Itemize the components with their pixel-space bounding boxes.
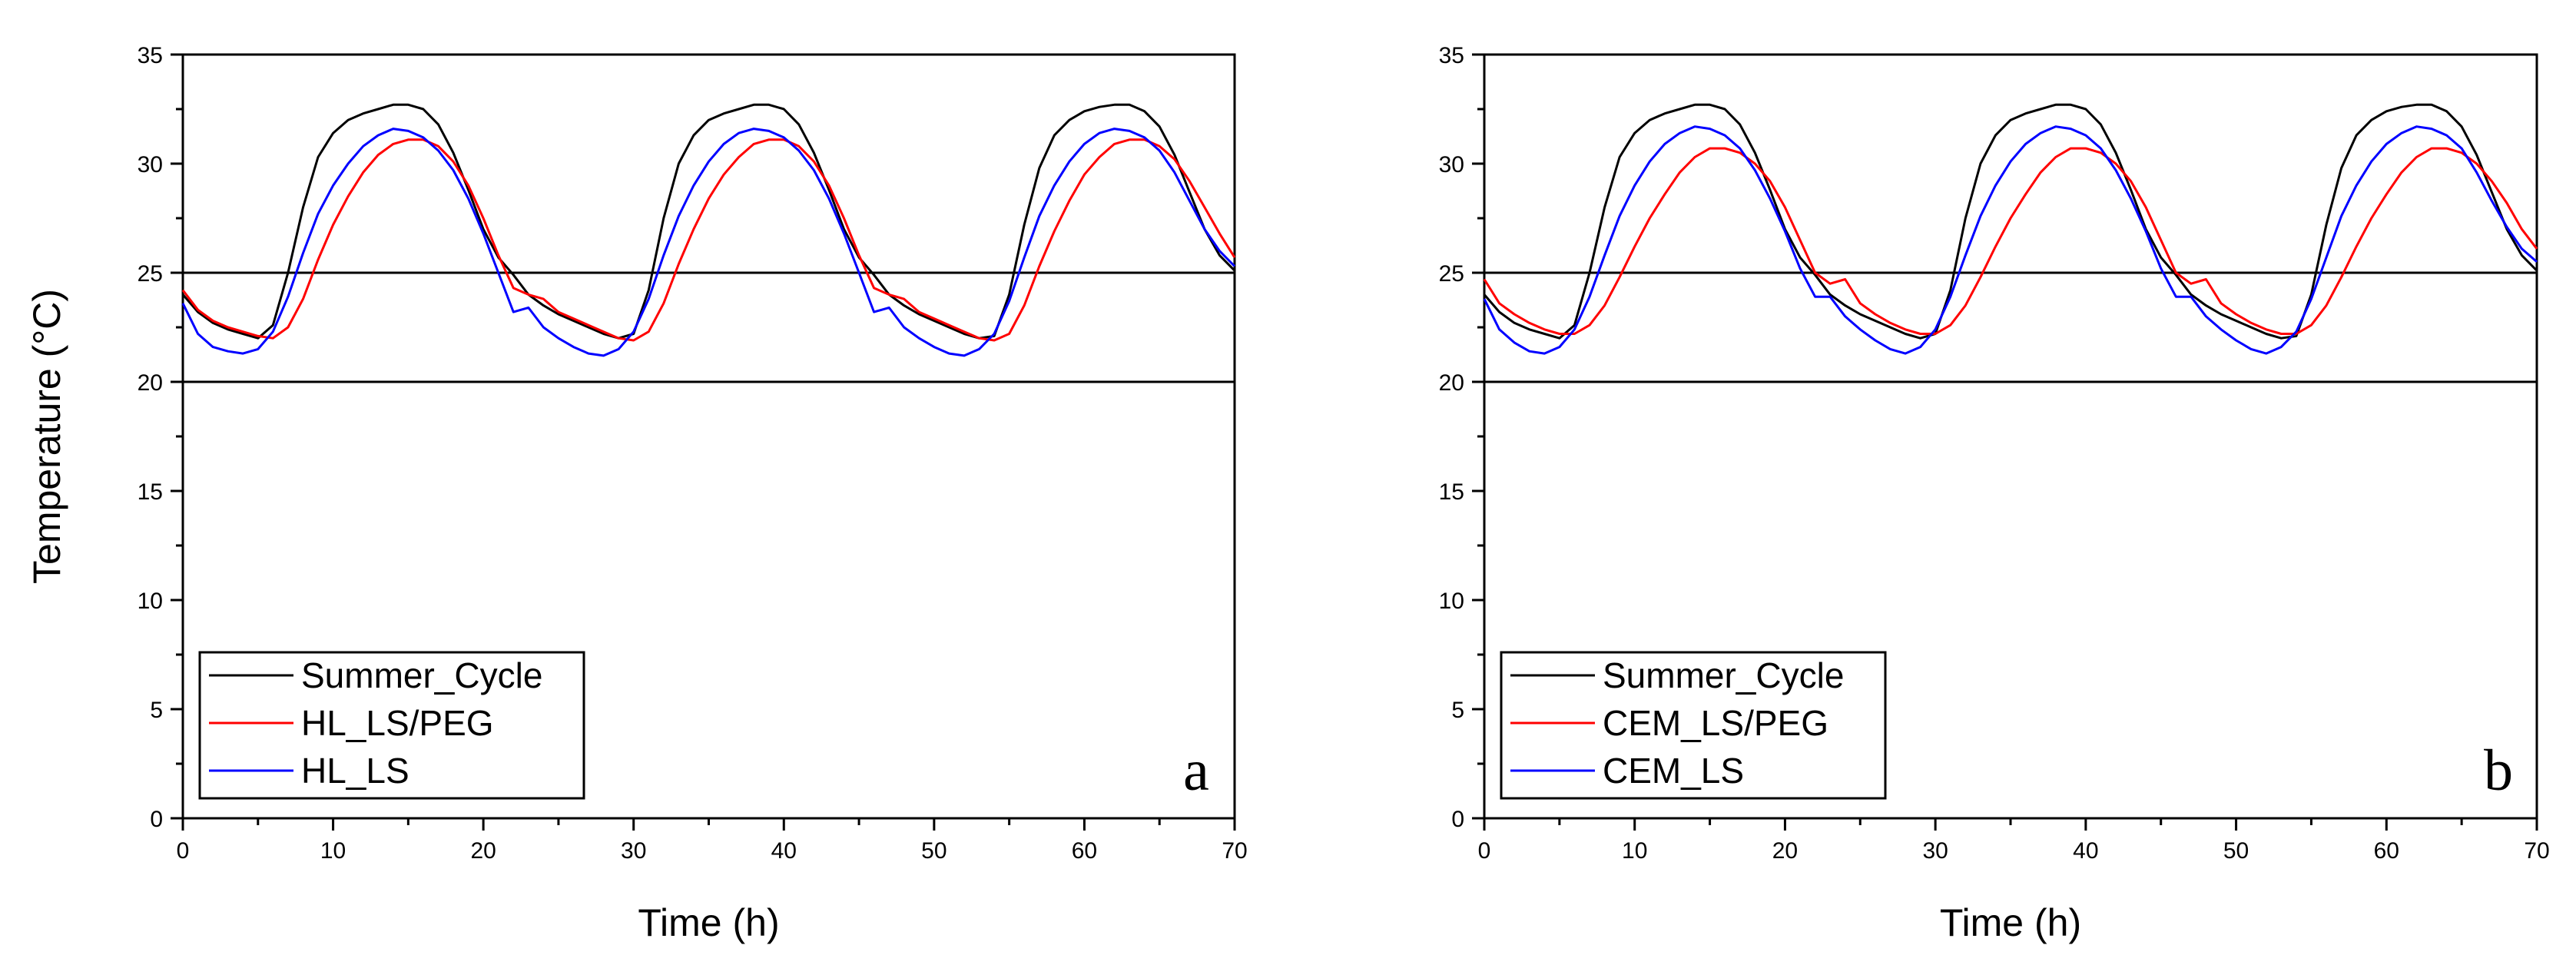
series-line-cem-ls-peg xyxy=(1483,147,2538,335)
y-tick-label: 30 xyxy=(1439,152,1464,177)
x-tick-label: 50 xyxy=(921,838,947,864)
y-tick-label: 30 xyxy=(138,152,163,177)
y-tick-label: 35 xyxy=(138,43,163,68)
legend: Summer_Cycle HL_LS/PEG HL_LS xyxy=(198,651,585,800)
y-tick-label: 15 xyxy=(138,479,163,505)
y-tick-label: 10 xyxy=(138,589,163,614)
series-line-hl-ls-peg xyxy=(181,138,1236,342)
y-tick-label: 25 xyxy=(1439,261,1464,287)
y-tick-label: 20 xyxy=(1439,370,1464,396)
legend-label: HL_LS/PEG xyxy=(301,703,494,743)
series-line-summer-cycle xyxy=(1483,103,2538,340)
chart-panel-b: 0 10 20 30 40 50 60 70 0 5 10 15 20 25 30 35 Time (h) Sum… xyxy=(1439,43,2550,944)
legend-label: CEM_LS xyxy=(1603,751,1744,791)
legend-box xyxy=(1500,651,1887,800)
y-tick-label: 5 xyxy=(150,698,163,723)
x-tick-label: 20 xyxy=(1772,838,1798,864)
x-tick-label: 70 xyxy=(1222,838,1247,864)
legend: Summer_Cycle CEM_LS/PEG CEM_LS xyxy=(1500,651,1887,800)
y-tick-label: 15 xyxy=(1439,479,1464,505)
x-tick-label: 10 xyxy=(320,838,346,864)
x-tick-label: 30 xyxy=(1922,838,1948,864)
panel-label: b xyxy=(2484,738,2513,803)
series-line-summer-cycle xyxy=(181,103,1236,340)
y-tick-label: 25 xyxy=(138,261,163,287)
x-axis-title: Time (h) xyxy=(1940,901,2081,944)
x-tick-label: 40 xyxy=(2073,838,2098,864)
series-line-cem-ls xyxy=(1483,125,2538,355)
x-tick-label: 60 xyxy=(2374,838,2399,864)
x-tick-label: 0 xyxy=(177,838,190,864)
x-tick-label: 10 xyxy=(1622,838,1647,864)
legend-box xyxy=(198,651,585,800)
x-tick-label: 60 xyxy=(1072,838,1097,864)
x-tick-label: 0 xyxy=(1478,838,1491,864)
panel-label: a xyxy=(1183,738,1209,803)
legend-label: Summer_Cycle xyxy=(301,655,542,695)
x-tick-label: 50 xyxy=(2223,838,2249,864)
legend-label: CEM_LS/PEG xyxy=(1603,703,1828,743)
series-line-hl-ls xyxy=(181,128,1236,357)
y-tick-label: 5 xyxy=(1451,698,1464,723)
x-tick-label: 30 xyxy=(621,838,646,864)
legend-label: Summer_Cycle xyxy=(1603,655,1844,695)
x-tick-label: 20 xyxy=(470,838,496,864)
legend-label: HL_LS xyxy=(301,751,409,791)
y-axis-title: Temperature (°C) xyxy=(25,289,68,584)
y-tick-label: 10 xyxy=(1439,589,1464,614)
x-tick-label: 40 xyxy=(771,838,797,864)
chart-panel-a: 0 10 20 30 40 50 60 70 0 5 10 15 20 25 30 35 Time (h) Tem… xyxy=(25,43,1248,944)
y-tick-label: 0 xyxy=(150,807,163,832)
y-tick-label: 0 xyxy=(1451,807,1464,832)
y-tick-label: 35 xyxy=(1439,43,1464,68)
x-tick-label: 70 xyxy=(2524,838,2549,864)
y-tick-label: 20 xyxy=(138,370,163,396)
x-axis-title: Time (h) xyxy=(638,901,779,944)
